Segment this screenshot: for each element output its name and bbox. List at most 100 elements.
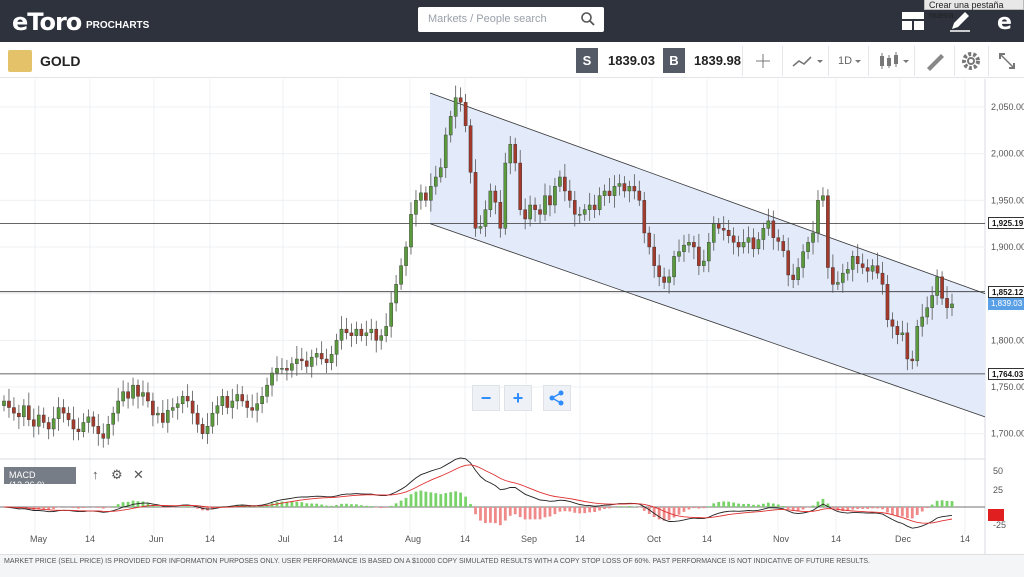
candle (245, 400, 250, 408)
etoro-logo[interactable]: eToro (12, 8, 82, 36)
crosshair-icon (756, 54, 770, 68)
timeframe-button[interactable]: 1D (828, 46, 868, 76)
crosshair-button[interactable] (742, 46, 782, 76)
candle (543, 195, 547, 215)
x-tick-label: Oct (647, 534, 662, 544)
candle (22, 405, 26, 418)
close-icon[interactable]: ✕ (133, 467, 144, 482)
sell-price[interactable]: 1839.03 (608, 53, 655, 68)
macd-histogram-bar (354, 504, 358, 507)
x-tick-label: 14 (205, 534, 215, 544)
macd-histogram-bar (290, 501, 294, 507)
candle (255, 403, 259, 411)
candle (677, 251, 681, 257)
macd-histogram-bar (479, 507, 482, 521)
zoom-out-button[interactable]: − (472, 385, 500, 411)
candle (602, 190, 607, 196)
candle (61, 407, 66, 414)
candle (290, 363, 294, 371)
macd-histogram-bar (598, 507, 602, 511)
macd-histogram-bar (295, 501, 299, 507)
macd-histogram-bar (925, 507, 929, 509)
chart-type-button[interactable] (782, 46, 828, 76)
candle (930, 295, 934, 308)
pen-icon[interactable] (947, 8, 973, 34)
channel-lower-line (429, 223, 986, 418)
y-tick-label: 1,800.00 (991, 335, 1024, 345)
buy-label[interactable]: B (663, 48, 685, 73)
share-button[interactable] (543, 385, 571, 411)
macd-histogram-bar (141, 501, 145, 507)
macd-label[interactable]: MACD (12,26,9) (4, 467, 76, 490)
fullscreen-button[interactable] (988, 46, 1024, 76)
macd-histogram-bar (250, 506, 254, 507)
macd-histogram-bar (722, 501, 726, 507)
candle (270, 372, 274, 386)
layout-icon[interactable] (900, 8, 926, 34)
macd-histogram-bar (300, 502, 304, 507)
chart-area[interactable]: May 14 Jun 14 Jul 14 Aug 14 Sep 14 Oct 14 Nov 14 Dec 14… (0, 79, 1024, 554)
candle (473, 172, 478, 229)
macd-histogram-bar (181, 506, 185, 507)
settings-button[interactable] (954, 46, 988, 76)
buy-price[interactable]: 1839.98 (694, 53, 741, 68)
candle (280, 368, 284, 370)
candle (156, 412, 160, 416)
draw-tools-button[interactable] (914, 46, 954, 76)
candle (230, 400, 235, 408)
macd-histogram-bar (811, 505, 815, 507)
candle (558, 176, 562, 187)
etoro-e-icon[interactable]: e (992, 8, 1018, 34)
macd-histogram-bar (747, 503, 750, 507)
macd-histogram-bar (896, 507, 899, 517)
arrow-up-icon[interactable]: ↑ (92, 467, 99, 482)
candle (806, 242, 810, 252)
macd-histogram-bar (330, 505, 333, 507)
candle (582, 209, 587, 215)
x-tick-label: Jun (149, 534, 164, 544)
x-tick-label: Aug (405, 534, 421, 544)
candle (175, 403, 180, 408)
candle (438, 167, 443, 178)
gear-icon[interactable]: ⚙ (111, 467, 123, 482)
candle (31, 419, 36, 427)
candle (295, 358, 299, 364)
candle (300, 358, 304, 362)
y-tick-label: 1,900.00 (991, 242, 1024, 252)
macd-histogram-bar (856, 507, 860, 510)
macd-histogram-bar (558, 507, 562, 512)
candles-icon (880, 52, 909, 69)
candle (429, 186, 433, 201)
macd-histogram-bar (627, 506, 631, 507)
macd-histogram-bar (196, 507, 199, 509)
macd-histogram-bar (47, 507, 51, 510)
candle (205, 426, 210, 434)
candles-button[interactable] (868, 46, 914, 76)
candle (384, 326, 388, 336)
macd-histogram-bar (717, 501, 721, 507)
macd-histogram-bar (508, 507, 512, 516)
candle (587, 204, 592, 210)
candle (890, 319, 895, 327)
candle (667, 276, 671, 283)
search-icon[interactable] (580, 11, 596, 27)
candle (592, 204, 597, 210)
sell-label[interactable]: S (576, 48, 598, 73)
candle (885, 284, 890, 320)
candle (101, 433, 106, 439)
macd-histogram-bar (106, 507, 110, 508)
candle (329, 354, 334, 363)
macd-histogram-bar (618, 506, 621, 507)
candle (121, 391, 125, 402)
macd-histogram-bar (493, 507, 497, 524)
macd-histogram-bar (608, 507, 611, 509)
zoom-in-button[interactable]: + (504, 385, 532, 411)
macd-histogram-bar (752, 504, 755, 507)
y-tick-label: 1,700.00 (991, 429, 1024, 439)
search-input[interactable]: Markets / People search (418, 7, 604, 32)
candle (478, 226, 483, 229)
macd-histogram-bar (543, 507, 547, 518)
macd-histogram-bar (369, 506, 373, 507)
macd-histogram-bar (364, 505, 368, 507)
candle (612, 186, 617, 196)
